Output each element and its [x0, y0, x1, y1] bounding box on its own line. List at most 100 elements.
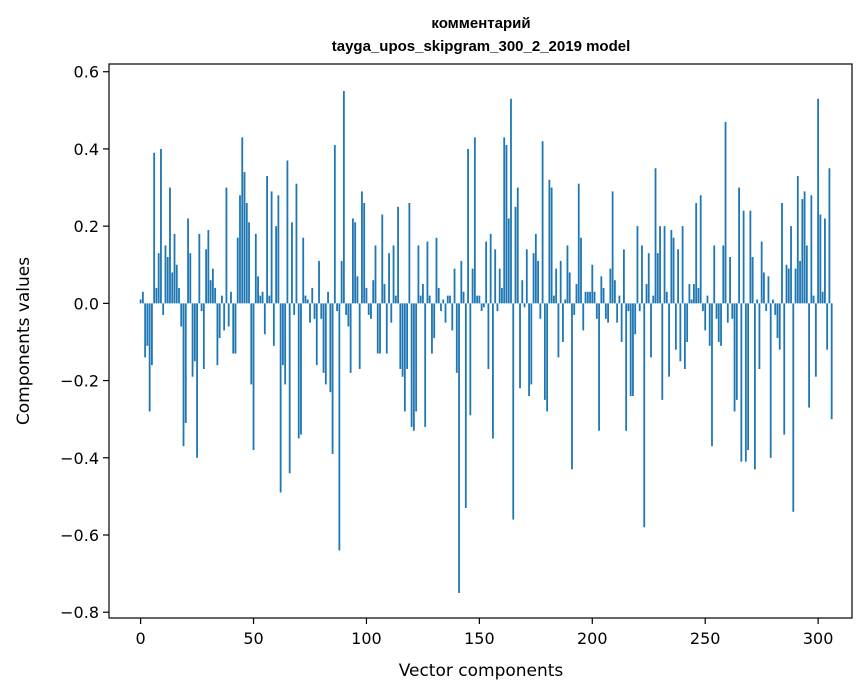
- bar: [254, 233, 257, 304]
- bar: [460, 260, 463, 304]
- bar: [629, 303, 632, 397]
- bar: [812, 295, 815, 304]
- bar: [480, 303, 483, 312]
- bar: [584, 291, 587, 304]
- bar: [243, 172, 246, 304]
- bar: [227, 303, 230, 327]
- bar: [180, 303, 183, 327]
- bar: [214, 287, 217, 304]
- bar: [636, 226, 639, 304]
- bar: [397, 206, 399, 304]
- bar: [817, 98, 820, 304]
- y-tick-label: 0.2: [74, 217, 99, 236]
- bar: [358, 303, 361, 369]
- bar: [595, 303, 598, 319]
- bar: [731, 303, 734, 319]
- bar: [295, 183, 298, 304]
- bar: [352, 218, 354, 304]
- bar: [374, 245, 377, 304]
- bar: [632, 303, 634, 397]
- bar: [426, 241, 429, 304]
- bar: [550, 187, 553, 304]
- bar: [645, 284, 648, 304]
- bar: [724, 121, 727, 304]
- bar: [706, 295, 709, 304]
- bar: [356, 276, 359, 304]
- bar: [681, 226, 684, 304]
- bar: [625, 303, 628, 431]
- bar: [252, 303, 255, 451]
- bar: [277, 195, 280, 304]
- bar: [799, 260, 801, 304]
- bar: [306, 299, 309, 304]
- bar: [157, 253, 160, 304]
- bar: [275, 226, 278, 304]
- bar: [814, 303, 817, 377]
- bar: [821, 291, 824, 304]
- bar: [435, 237, 438, 304]
- bar: [787, 268, 790, 304]
- bar: [139, 299, 142, 304]
- bar: [245, 202, 248, 304]
- bar: [589, 291, 591, 304]
- bar: [173, 233, 176, 304]
- bar: [302, 237, 305, 304]
- bar: [230, 291, 232, 304]
- bar: [510, 98, 512, 304]
- bar: [573, 303, 576, 315]
- bar: [412, 303, 415, 431]
- bar: [178, 287, 180, 304]
- bar: [485, 241, 488, 304]
- bar: [686, 303, 689, 342]
- bar: [473, 137, 476, 304]
- bar: [774, 303, 777, 315]
- bar: [365, 287, 368, 304]
- bar: [453, 268, 456, 304]
- chart-title-line1: комментарий: [431, 15, 530, 32]
- y-tick-label: 0.4: [74, 140, 99, 159]
- bar: [744, 303, 747, 462]
- bar: [747, 303, 750, 451]
- bar: [288, 303, 291, 474]
- bar: [151, 303, 153, 366]
- bar: [297, 303, 300, 439]
- bar: [401, 303, 404, 377]
- bar: [670, 230, 673, 304]
- bar: [711, 303, 713, 447]
- bar: [772, 299, 774, 304]
- bar: [693, 284, 695, 304]
- bar: [722, 245, 725, 304]
- bar: [367, 303, 370, 315]
- bar: [162, 303, 165, 315]
- bar: [492, 303, 494, 439]
- bar: [263, 303, 266, 335]
- bar: [478, 295, 481, 304]
- bar: [767, 276, 770, 304]
- bar: [270, 191, 273, 304]
- bar: [785, 264, 788, 304]
- bar: [534, 233, 537, 304]
- bar: [379, 303, 381, 354]
- bar: [324, 303, 327, 385]
- bar: [702, 303, 704, 312]
- bar: [207, 230, 210, 304]
- bar: [464, 303, 467, 508]
- bar: [392, 245, 395, 304]
- bar: [444, 303, 447, 323]
- bar: [340, 260, 343, 304]
- bar: [507, 218, 510, 304]
- bar: [223, 303, 226, 331]
- bar: [643, 303, 646, 528]
- bar: [690, 299, 693, 304]
- bar: [424, 303, 427, 427]
- bar: [668, 303, 670, 377]
- bar: [381, 214, 384, 304]
- bar: [763, 272, 765, 304]
- y-axis-title: Components values: [14, 257, 34, 425]
- bar: [781, 202, 783, 304]
- bar: [399, 303, 402, 369]
- bar: [248, 222, 250, 304]
- bar: [830, 303, 833, 420]
- bar: [593, 291, 596, 304]
- bar: [187, 218, 189, 304]
